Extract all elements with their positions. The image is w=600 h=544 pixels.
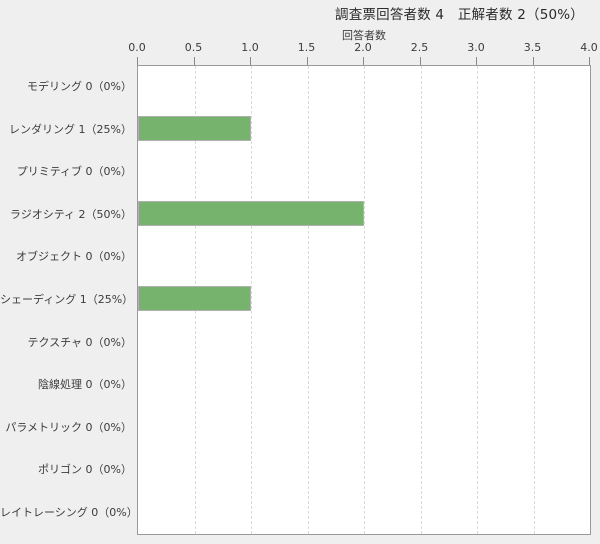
bar-track [138, 405, 590, 448]
x-tick-mark [250, 57, 251, 65]
x-tick-mark [476, 57, 477, 65]
x-tick-mark [419, 57, 421, 65]
category-label: ラジオシティ 2（50%） [9, 207, 132, 221]
bar-track [138, 150, 590, 193]
x-tick-label: 3.0 [467, 41, 485, 54]
x-tick-mark [193, 57, 195, 65]
category-label: レンダリング 1（25%） [9, 122, 132, 136]
bar-row: プリミティブ 0（0%） [0, 150, 591, 193]
x-tick-mark [137, 57, 138, 65]
category-label: オブジェクト 0（0%） [16, 250, 132, 264]
x-tick-label: 0.5 [184, 41, 203, 54]
bar-row: モデリング 0（0%） [0, 65, 591, 108]
category-label: 陰線処理 0（0%） [38, 378, 132, 392]
x-tick-label: 2.5 [410, 41, 429, 54]
x-axis-title: 回答者数 [342, 29, 386, 42]
category-label: シェーディング 1（25%） [0, 292, 134, 306]
bar-track [138, 278, 590, 321]
category-label: ポリゴン 0（0%） [38, 463, 132, 477]
bar-track [138, 65, 590, 108]
chart-header: 調査票回答者数 4 正解者数 2（50%） [0, 0, 592, 26]
x-tick-label: 1.5 [297, 41, 316, 54]
bar-row: パラメトリック 0（0%） [0, 405, 591, 448]
bar-row: レイトレーシング 0（0%） [0, 490, 591, 533]
bar-row: レンダリング 1（25%） [0, 108, 591, 151]
x-tick-label: 0.0 [128, 41, 146, 54]
bar-row: シェーディング 1（25%） [0, 278, 591, 321]
bar [138, 201, 364, 227]
bar-track [138, 363, 590, 406]
bar-row: 陰線処理 0（0%） [0, 363, 591, 406]
category-label: テクスチャ 0（0%） [27, 335, 132, 349]
bar-row: テクスチャ 0（0%） [0, 320, 591, 363]
bar [138, 286, 251, 312]
category-label: レイトレーシング 0（0%） [0, 505, 138, 519]
bar [138, 116, 251, 142]
x-tick-mark [532, 57, 534, 65]
x-tick-mark [589, 57, 590, 65]
bar-track [138, 490, 590, 533]
bar-row: ポリゴン 0（0%） [0, 448, 591, 491]
bar-row: ラジオシティ 2（50%） [0, 193, 591, 236]
x-tick-label: 3.5 [523, 41, 542, 54]
x-tick-label: 2.0 [354, 41, 372, 54]
category-label: パラメトリック 0（0%） [5, 420, 132, 434]
x-tick-label: 4.0 [580, 41, 598, 54]
x-axis-ticks: 0.0 0.5 1.0 1.5 2.0 2.5 3.0 3.5 4.0 [128, 41, 598, 66]
bar-track [138, 320, 590, 363]
x-tick-label: 1.0 [241, 41, 259, 54]
x-tick-mark [363, 57, 364, 65]
category-label: プリミティブ 0（0%） [16, 165, 132, 179]
category-label: モデリング 0（0%） [27, 80, 132, 94]
bar-track [138, 235, 590, 278]
bar-track [138, 448, 590, 491]
x-tick-mark [306, 57, 308, 65]
bar-row: オブジェクト 0（0%） [0, 235, 591, 278]
bar-track [138, 193, 590, 236]
bar-rows: モデリング 0（0%） レンダリング 1（25%） プリミティブ 0（0%） ラジオシ… [0, 65, 591, 535]
survey-summary-text: 調査票回答者数 4 正解者数 2（50%） [335, 7, 584, 23]
bar-track [138, 108, 590, 151]
